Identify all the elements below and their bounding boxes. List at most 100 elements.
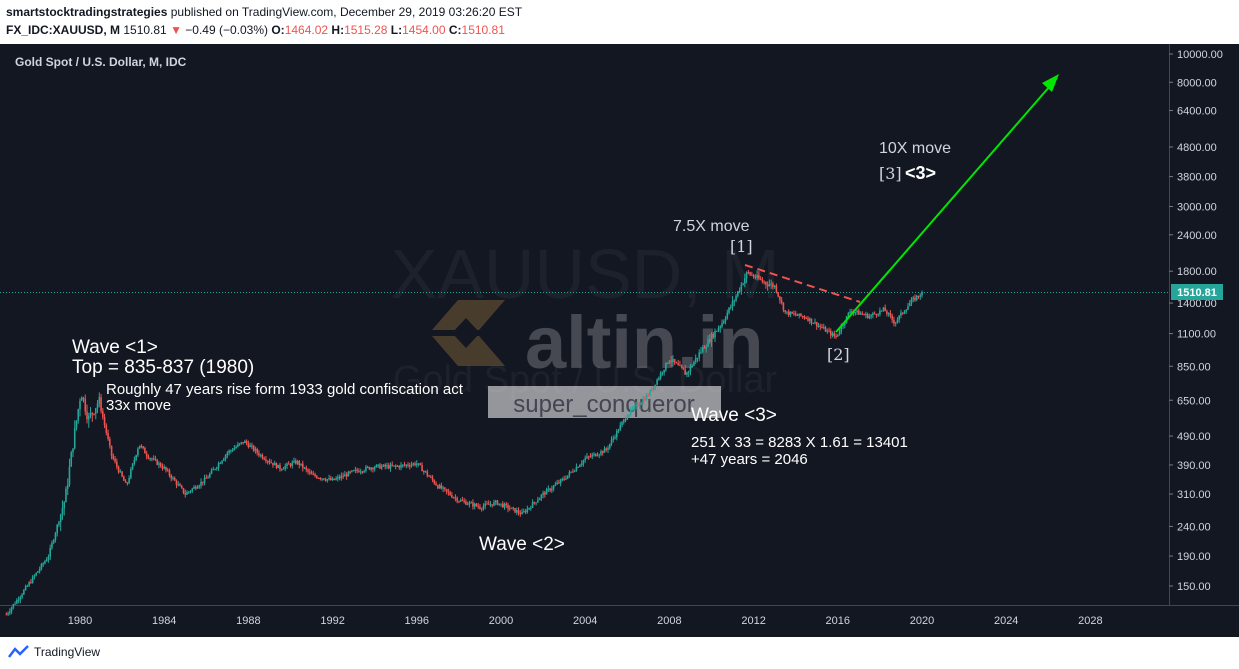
candle-body[interactable]: [721, 323, 723, 327]
candle-body[interactable]: [489, 504, 492, 506]
candle-body[interactable]: [803, 316, 806, 318]
candle-body[interactable]: [228, 450, 230, 453]
candle-body[interactable]: [107, 432, 109, 439]
candle-body[interactable]: [515, 510, 518, 513]
candle-body[interactable]: [433, 480, 436, 484]
candle-body[interactable]: [710, 333, 713, 343]
candle-body[interactable]: [31, 576, 34, 583]
candle-body[interactable]: [65, 488, 67, 503]
candle-body[interactable]: [615, 430, 618, 438]
candle-body[interactable]: [545, 489, 548, 495]
candle-body[interactable]: [358, 470, 360, 473]
candle-body[interactable]: [621, 422, 623, 426]
candle-body[interactable]: [298, 461, 301, 466]
candle-body[interactable]: [45, 559, 48, 562]
candle-body[interactable]: [891, 315, 893, 320]
candle-body[interactable]: [205, 477, 208, 479]
candle-body[interactable]: [33, 575, 36, 577]
candle-body[interactable]: [491, 504, 494, 506]
candle-body[interactable]: [680, 365, 683, 368]
candle-body[interactable]: [893, 319, 895, 324]
candle-body[interactable]: [737, 291, 739, 296]
candle-body[interactable]: [765, 282, 767, 285]
candle-body[interactable]: [200, 481, 202, 486]
candle-body[interactable]: [303, 467, 306, 469]
candle-body[interactable]: [89, 412, 92, 416]
candle-body[interactable]: [494, 500, 497, 503]
candle-body[interactable]: [424, 471, 427, 473]
candle-body[interactable]: [556, 482, 558, 485]
candle-body[interactable]: [670, 360, 672, 362]
candle-body[interactable]: [675, 362, 678, 364]
candle-body[interactable]: [854, 312, 857, 314]
candle-body[interactable]: [565, 478, 567, 480]
candle-body[interactable]: [784, 310, 786, 313]
candle-body[interactable]: [280, 469, 283, 471]
candle-body[interactable]: [884, 307, 886, 312]
candle-body[interactable]: [875, 314, 878, 316]
candle-body[interactable]: [612, 438, 615, 440]
candle-body[interactable]: [644, 399, 646, 401]
candle-body[interactable]: [216, 467, 218, 469]
candle-body[interactable]: [587, 456, 590, 458]
candle-body[interactable]: [170, 475, 173, 479]
candle-body[interactable]: [910, 299, 913, 304]
candle-body[interactable]: [538, 498, 541, 501]
candle-body[interactable]: [807, 318, 809, 321]
symbol-label[interactable]: FX_IDC:XAUUSD, M: [6, 23, 121, 37]
candle-body[interactable]: [624, 419, 627, 421]
candle-body[interactable]: [375, 464, 378, 468]
candle-body[interactable]: [651, 389, 653, 391]
candle-body[interactable]: [551, 488, 553, 491]
candle-body[interactable]: [472, 502, 474, 507]
candle-body[interactable]: [340, 475, 343, 479]
candle-body[interactable]: [345, 474, 348, 477]
candle-body[interactable]: [40, 564, 43, 569]
candle-body[interactable]: [416, 463, 418, 466]
candle-body[interactable]: [380, 466, 383, 469]
candle-body[interactable]: [544, 492, 546, 495]
candle-body[interactable]: [715, 330, 718, 332]
candle-body[interactable]: [444, 487, 446, 490]
candle-body[interactable]: [268, 461, 271, 463]
candle-body[interactable]: [335, 478, 337, 480]
candle-body[interactable]: [382, 464, 385, 467]
candle-body[interactable]: [231, 450, 234, 452]
candle-body[interactable]: [5, 614, 8, 616]
candle-body[interactable]: [861, 313, 864, 315]
candle-body[interactable]: [451, 495, 453, 498]
candle-body[interactable]: [607, 448, 609, 450]
candle-body[interactable]: [401, 464, 404, 466]
candle-body[interactable]: [552, 485, 555, 489]
candle-body[interactable]: [752, 275, 755, 278]
candle-body[interactable]: [654, 384, 657, 387]
candle-body[interactable]: [14, 603, 16, 605]
candle-body[interactable]: [517, 510, 520, 513]
candle-body[interactable]: [779, 296, 781, 301]
candle-body[interactable]: [263, 458, 265, 460]
candle-body[interactable]: [159, 463, 162, 467]
candle-body[interactable]: [117, 466, 120, 473]
candle-body[interactable]: [435, 483, 437, 486]
candle-body[interactable]: [21, 594, 23, 598]
candle-body[interactable]: [738, 290, 741, 292]
candle-body[interactable]: [394, 465, 397, 467]
candle-body[interactable]: [275, 463, 278, 469]
candle-body[interactable]: [91, 412, 94, 414]
candle-body[interactable]: [296, 461, 299, 464]
candle-body[interactable]: [270, 462, 273, 464]
candle-body[interactable]: [645, 395, 648, 401]
candle-body[interactable]: [631, 408, 634, 410]
candle-body[interactable]: [589, 456, 592, 458]
candle-body[interactable]: [79, 400, 81, 410]
candle-body[interactable]: [449, 492, 451, 496]
candle-body[interactable]: [554, 484, 557, 486]
candle-body[interactable]: [112, 455, 115, 459]
candle-body[interactable]: [240, 442, 243, 444]
candle-body[interactable]: [465, 501, 467, 505]
candle-body[interactable]: [163, 466, 165, 469]
candle-body[interactable]: [9, 611, 11, 614]
candle-body[interactable]: [63, 502, 66, 509]
candle-body[interactable]: [858, 310, 860, 315]
candle-body[interactable]: [386, 465, 388, 467]
